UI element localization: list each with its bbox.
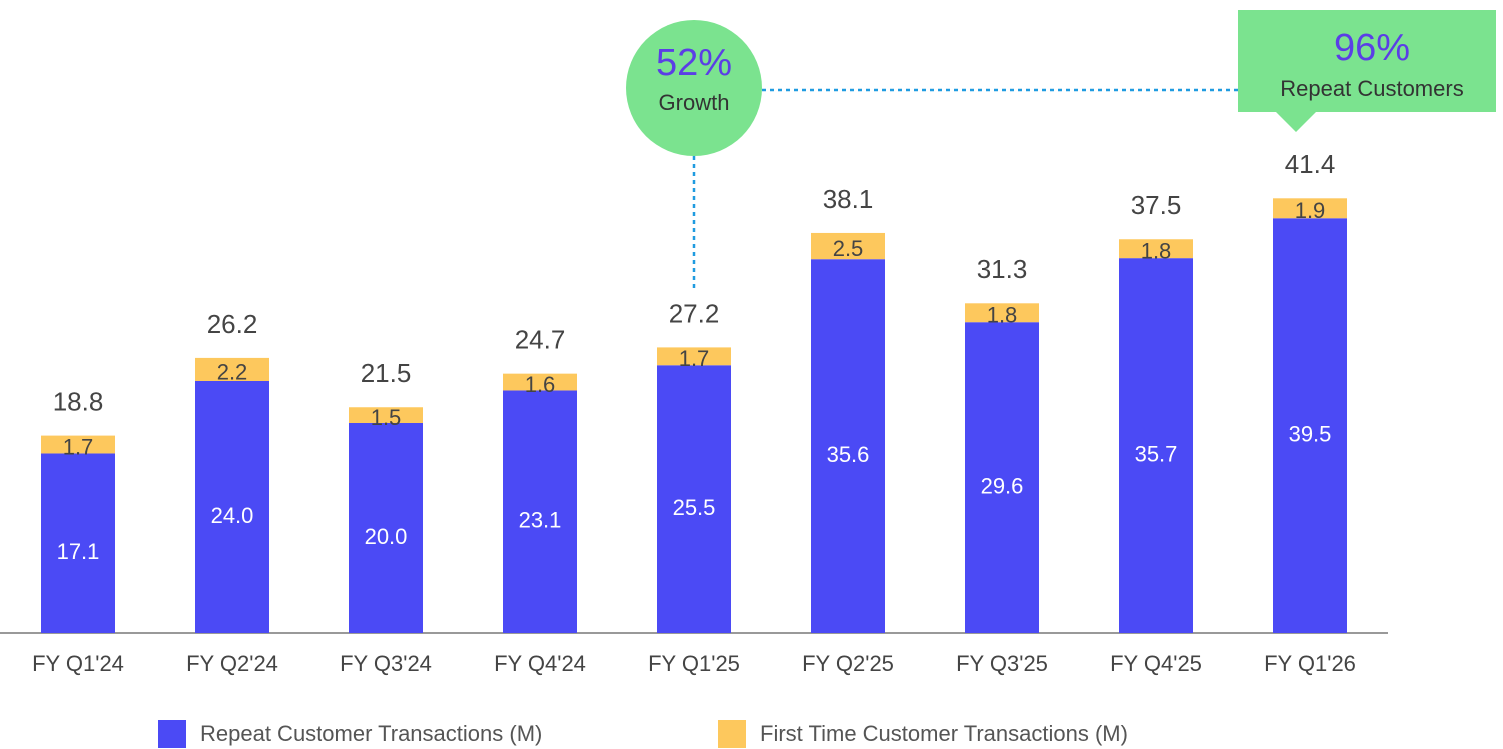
data-label: 35.7	[1135, 441, 1178, 466]
data-label: 25.5	[673, 495, 716, 520]
bar-segment	[503, 390, 577, 633]
data-label: 1.8	[987, 303, 1018, 328]
bar-segment	[965, 303, 1039, 323]
data-label: 39.5	[1289, 421, 1332, 446]
legend-label: First Time Customer Transactions (M)	[760, 721, 1128, 746]
data-label: 35.6	[827, 442, 870, 467]
total-label: 38.1	[823, 184, 874, 214]
x-tick-label: FY Q4'25	[1110, 651, 1202, 676]
total-label: 37.5	[1131, 190, 1182, 220]
bar-segment	[349, 407, 423, 423]
annotation-value: 96%	[1334, 27, 1410, 69]
annotation-circle	[626, 20, 762, 156]
data-label: 29.6	[981, 473, 1024, 498]
legend-label: Repeat Customer Transactions (M)	[200, 721, 542, 746]
x-tick-label: FY Q3'25	[956, 651, 1048, 676]
total-label: 18.8	[53, 386, 104, 416]
data-label: 1.5	[371, 405, 402, 430]
bar-segment	[811, 259, 885, 633]
x-tick-label: FY Q1'25	[648, 651, 740, 676]
bar-segment	[965, 322, 1039, 633]
bar-segment	[1119, 258, 1193, 633]
total-label: 27.2	[669, 298, 720, 328]
bar-segment	[195, 381, 269, 633]
legend-swatch	[158, 720, 186, 748]
data-label: 1.6	[525, 372, 556, 397]
data-label: 24.0	[211, 503, 254, 528]
data-label: 1.8	[1141, 239, 1172, 264]
x-tick-label: FY Q3'24	[340, 651, 432, 676]
bar-segment	[503, 373, 577, 391]
data-label: 1.7	[63, 434, 94, 459]
total-label: 26.2	[207, 309, 258, 339]
bar-segment	[1273, 198, 1347, 219]
bar-segment	[41, 435, 115, 454]
total-label: 21.5	[361, 358, 412, 388]
data-label: 1.7	[679, 346, 710, 371]
data-label: 2.5	[833, 236, 864, 261]
x-tick-label: FY Q2'24	[186, 651, 278, 676]
annotation-text: Repeat Customers	[1280, 76, 1463, 101]
total-label: 24.7	[515, 325, 566, 355]
data-label: 2.2	[217, 359, 248, 384]
annotation-value: 52%	[656, 42, 732, 84]
data-label: 17.1	[57, 539, 100, 564]
x-tick-label: FY Q1'24	[32, 651, 124, 676]
annotation-callout	[1238, 10, 1496, 132]
x-tick-label: FY Q4'24	[494, 651, 586, 676]
bar-segment	[195, 357, 269, 381]
total-label: 41.4	[1285, 149, 1336, 179]
bar-segment	[41, 453, 115, 633]
total-label: 31.3	[977, 254, 1028, 284]
legend-swatch	[718, 720, 746, 748]
bar-segment	[1119, 239, 1193, 259]
bar-segment	[349, 423, 423, 633]
bar-segment	[1273, 218, 1347, 633]
annotation-text: Growth	[659, 90, 730, 115]
data-label: 23.1	[519, 508, 562, 533]
bar-segment	[657, 365, 731, 633]
data-label: 20.0	[365, 524, 408, 549]
x-tick-label: FY Q2'25	[802, 651, 894, 676]
bar-segment	[811, 232, 885, 260]
data-label: 1.9	[1295, 198, 1326, 223]
x-tick-label: FY Q1'26	[1264, 651, 1356, 676]
bar-segment	[657, 347, 731, 366]
